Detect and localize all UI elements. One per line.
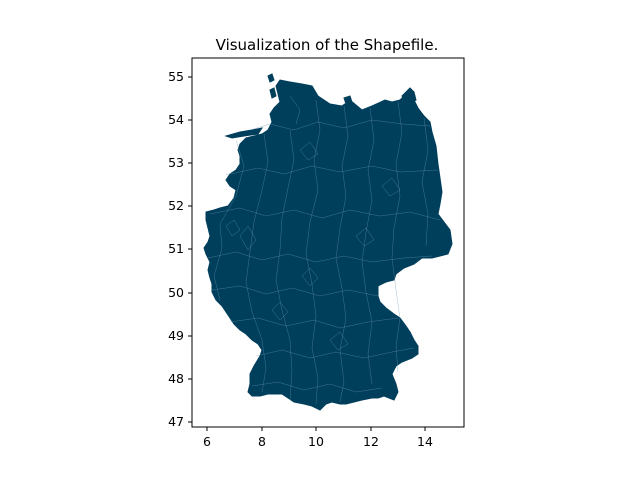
x-tick-label: 12 — [363, 434, 379, 449]
y-tick-label: 50 — [168, 285, 184, 300]
germany-outline — [203, 73, 453, 411]
y-axis: 47 48 49 50 51 52 53 54 55 — [168, 69, 192, 429]
x-tick-label: 8 — [258, 434, 266, 449]
x-tick-label: 6 — [203, 434, 211, 449]
y-tick-label: 54 — [168, 112, 184, 127]
axes-frame — [191, 57, 465, 428]
y-tick-label: 52 — [168, 198, 184, 213]
germany-map — [203, 73, 453, 411]
figure-title: Visualization of the Shapefile. — [216, 36, 439, 54]
y-tick-label: 51 — [168, 241, 184, 256]
y-tick-label: 53 — [168, 155, 184, 170]
x-tick-label: 14 — [417, 434, 433, 449]
y-tick-label: 48 — [168, 371, 184, 386]
x-axis: 6 8 10 12 14 — [203, 427, 433, 449]
y-tick-label: 47 — [168, 414, 184, 429]
x-tick-label: 10 — [308, 434, 324, 449]
y-tick-label: 55 — [168, 69, 184, 84]
y-tick-label: 49 — [168, 328, 184, 343]
district-borders — [207, 95, 441, 405]
